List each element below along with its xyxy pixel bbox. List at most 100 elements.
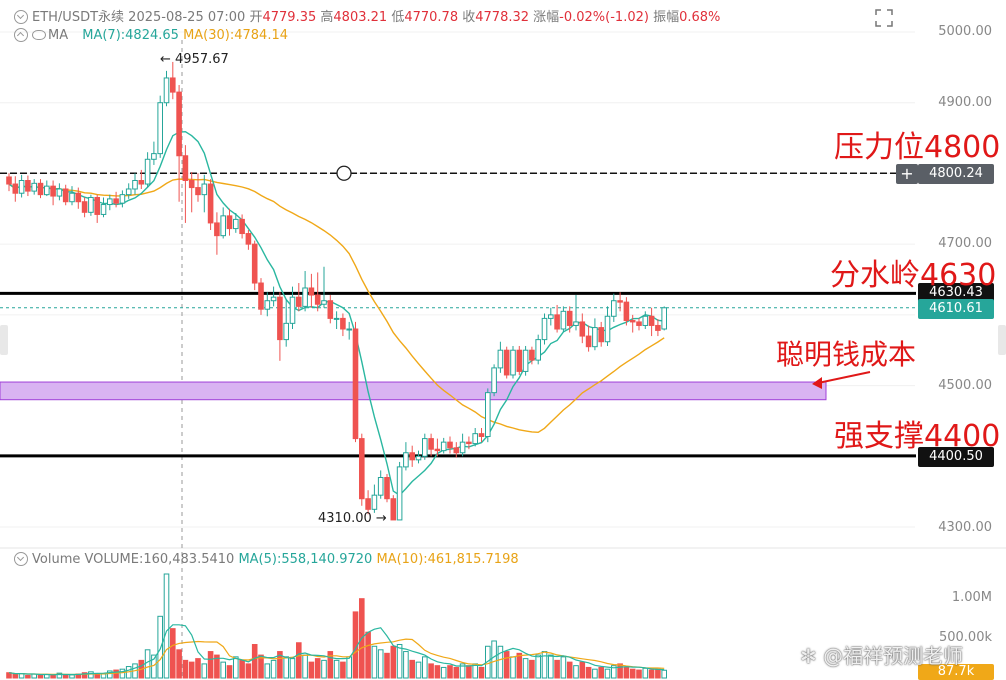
volume-bar [81,672,88,679]
open-label: 开 [249,10,263,25]
candle-body [459,441,466,454]
volume-tag: 87.7k [918,664,994,680]
volume-ma5-value: MA(5):558,140.9720 [238,552,373,567]
left-scroll-handle[interactable] [0,325,8,355]
candle-body [81,201,88,213]
volume-bar [415,661,422,679]
add-alert-button[interactable]: + [896,164,918,184]
resistance-annotation: 压力位4800 [834,130,1001,165]
volume-bar [157,615,163,679]
candle-body [535,339,542,361]
volume-bar [466,665,472,679]
candle-body [585,335,592,348]
volume-ma5-line [8,624,665,676]
volume-bar [56,672,63,679]
candle-body [207,183,214,224]
volume-bar [598,666,605,679]
candle-body [390,498,397,521]
volume-bar [308,661,315,679]
candle-body [75,192,82,203]
support-price-tag: 4400.50 [918,447,994,467]
volume-bar [566,661,573,679]
candle-body [604,315,611,343]
volume-bar [314,658,321,679]
price-tick-5000: 5000.00 [938,24,992,39]
right-scroll-handle[interactable] [998,325,1006,355]
volume-bar [226,665,233,679]
amplitude-value: 0.68% [679,10,721,25]
collapse-volume-icon[interactable] [14,552,28,566]
candle-body [409,452,415,461]
eye-icon[interactable] [32,30,46,40]
ma7-value: MA(7):4824.65 [82,28,179,43]
volume-bar [289,658,296,679]
volume-bar [220,661,226,679]
price-tick-4500: 4500.00 [938,378,992,393]
candle-body [119,194,126,204]
low-label: 低 [391,10,405,25]
candle-body [188,180,195,189]
volume-bar [384,652,390,679]
candle-body [548,314,554,319]
watershed-price-tag: 4630.43 [918,283,994,303]
support-annotation: 强支撑4400 [834,419,1001,454]
smart-money-arrow [817,371,871,384]
candle-body [62,188,69,203]
candle-body [314,294,321,305]
high-label: 高 [320,10,334,25]
candle-body [440,441,447,452]
candle-body [170,77,176,93]
volume-bar [636,669,642,679]
candle-body [113,198,119,204]
fullscreen-icon[interactable] [874,8,894,28]
candle-body [157,102,163,155]
price-tick-4700: 4700.00 [938,236,992,251]
candle-body [497,349,504,369]
volume-bar [409,659,415,679]
candle-body [346,328,352,331]
close-label: 收 [462,10,476,25]
volume-bar [233,656,239,679]
volume-bar [333,659,340,679]
volume-bar [107,670,113,679]
candle-body [31,182,37,192]
volume-bar [258,654,264,679]
candle-body [132,180,138,190]
collapse-ma-icon[interactable] [14,28,28,42]
volume-bar [365,631,371,679]
candle-body [648,315,655,326]
volume-bar [447,665,453,679]
candle-body [522,349,529,372]
candle-body [289,296,296,324]
volume-ma10-line [8,638,665,676]
candle-body [296,296,302,307]
volume-ma10-value: MA(10):461,815.7198 [376,552,519,567]
candle-body [88,196,94,213]
volume-bar [661,669,668,679]
volume-bar [623,666,630,679]
volume-bar [170,628,176,679]
candle-body [516,349,523,372]
candle-body [340,317,346,330]
candle-body [384,477,390,500]
candle-body [623,301,630,322]
volume-bar [25,674,31,679]
collapse-chevron-icon[interactable] [14,10,28,24]
candle-body [50,185,56,197]
candle-body [396,466,403,521]
candle-body [321,300,327,305]
low-marker-value: 4310.00 [318,511,372,526]
candle-body [434,448,441,452]
candle-body [144,158,151,185]
datetime-label: 2025-08-25 07:00 [128,10,246,25]
volume-bar [579,661,586,679]
candle-body [201,183,208,196]
volume-bar [195,658,201,679]
volume-bar [119,668,126,679]
volume-label: Volume [32,552,81,567]
close-value: 4778.32 [475,10,530,25]
candle-body [327,300,334,319]
price-tick-4900: 4900.00 [938,95,992,110]
candle-body [251,243,258,284]
